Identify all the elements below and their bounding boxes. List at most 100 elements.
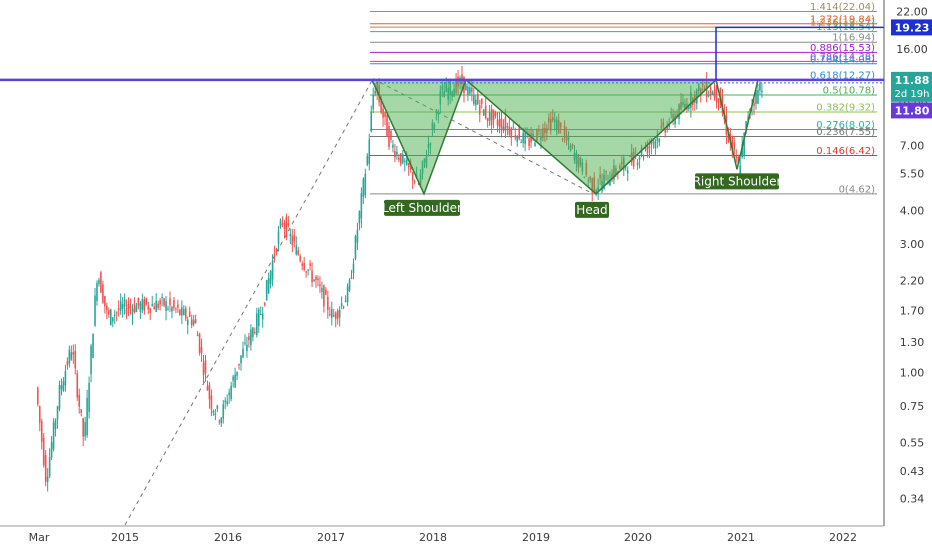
- candle-body: [394, 150, 396, 158]
- right-shoulder-line: [715, 79, 759, 170]
- candle-body: [652, 142, 655, 144]
- candle-body: [638, 157, 641, 160]
- candle-body: [530, 133, 532, 143]
- candle-body: [327, 296, 329, 310]
- candle-body: [188, 311, 191, 317]
- candle-body: [133, 303, 136, 313]
- candle-body: [198, 333, 201, 353]
- candle-body: [192, 320, 195, 325]
- candle-body: [624, 166, 627, 168]
- candle-body: [220, 417, 223, 424]
- candle-body: [115, 312, 118, 314]
- candle-body: [301, 263, 303, 266]
- candle-body: [496, 120, 499, 126]
- time-tick-label: 2019: [522, 531, 550, 544]
- fib-level-label: 0.786(14.38): [810, 52, 875, 63]
- candle-body: [143, 299, 146, 311]
- candle-body: [644, 147, 647, 150]
- price-tick-label: 0.55: [900, 436, 925, 449]
- pattern-label: Right Shoulder: [693, 174, 782, 188]
- fib-level-label: 0(4.62): [839, 184, 876, 195]
- fib-level-label: 0.382(9.32): [816, 102, 875, 113]
- candle-body: [402, 154, 404, 163]
- price-tick-label: 1.70: [900, 305, 925, 318]
- candle-body: [50, 442, 53, 458]
- candle-body: [642, 155, 645, 157]
- candle-body: [465, 84, 467, 91]
- candle-body: [216, 405, 219, 409]
- candle-body: [100, 272, 102, 293]
- candle-body: [226, 401, 229, 404]
- time-tick-label: 2022: [829, 531, 857, 544]
- candle-body: [269, 270, 272, 284]
- candle-body: [88, 382, 90, 412]
- last-price-label: 11.88: [895, 74, 930, 87]
- candle-body: [289, 234, 292, 237]
- candle-body: [656, 135, 659, 141]
- candle-body: [169, 298, 171, 306]
- candle-body: [338, 310, 341, 318]
- candle-body: [490, 108, 493, 125]
- candle-body: [250, 329, 252, 345]
- candle-body: [311, 270, 313, 283]
- candle-body: [360, 193, 363, 219]
- time-tick-label: 2020: [624, 531, 652, 544]
- candle-body: [121, 304, 124, 309]
- candle-body: [727, 131, 730, 143]
- candle-body: [58, 385, 61, 409]
- price-axis: 22.0016.0010.007.005.504.003.002.201.701…: [883, 0, 932, 526]
- candle-body: [275, 249, 278, 253]
- candle-body: [149, 308, 152, 313]
- candle-body: [202, 362, 205, 375]
- candle-body: [259, 314, 262, 316]
- candle-body: [352, 263, 355, 274]
- candle-body: [108, 309, 110, 315]
- candle-body: [319, 284, 321, 286]
- candle-body: [38, 406, 41, 423]
- candle-body: [222, 404, 225, 419]
- candle-body: [516, 136, 519, 142]
- candle-body: [82, 418, 84, 437]
- candle-body: [609, 179, 611, 186]
- candle-body: [113, 314, 116, 316]
- time-tick-label: 2018: [419, 531, 447, 544]
- candle-body: [123, 299, 126, 307]
- price-tick-label: 22.00: [896, 6, 928, 19]
- candle-body: [173, 300, 175, 308]
- time-tick-label: 2016: [214, 531, 242, 544]
- candle-body: [131, 308, 134, 316]
- fib-level-label: 1.236(19.27): [810, 18, 875, 29]
- candle-body: [707, 95, 710, 97]
- candle-body: [396, 151, 398, 155]
- candle-body: [362, 178, 365, 197]
- candle-body: [372, 94, 375, 110]
- candle-body: [177, 304, 179, 308]
- candle-body: [208, 384, 211, 400]
- fib-level-label: 0.618(12.27): [810, 70, 875, 81]
- prior-price-label: 11.80: [895, 104, 930, 117]
- candle-body: [753, 103, 755, 106]
- candle-body: [528, 138, 530, 146]
- candle-body: [640, 148, 643, 156]
- candle-body: [498, 119, 501, 127]
- candle-body: [471, 87, 473, 93]
- candle-body: [104, 296, 106, 307]
- time-tick-label: 2015: [111, 531, 139, 544]
- candle-body: [186, 319, 189, 325]
- pattern-label-bg: [695, 173, 779, 190]
- candle-body: [48, 456, 51, 477]
- candle-body: [78, 394, 81, 407]
- candle-body: [102, 284, 104, 303]
- candle-body: [299, 256, 302, 261]
- candle-body: [731, 136, 734, 152]
- candle-body: [494, 111, 497, 117]
- fib-level-label: 0.236(7.55): [816, 127, 875, 138]
- candle-body: [502, 126, 505, 131]
- candle-body: [212, 410, 215, 413]
- candle-body: [90, 345, 92, 375]
- candle-body: [263, 302, 266, 305]
- candle-body: [66, 361, 69, 366]
- candle-body: [256, 313, 258, 336]
- candle-body: [336, 310, 339, 319]
- candle-body: [242, 348, 244, 358]
